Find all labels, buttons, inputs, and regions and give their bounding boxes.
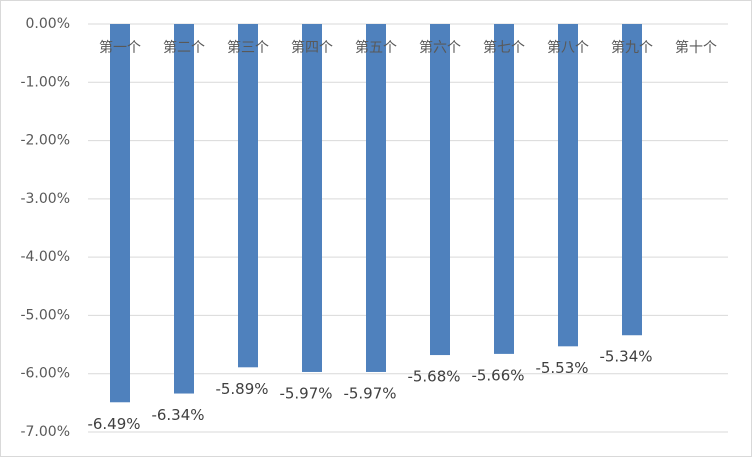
x-tick-label: 第三个 bbox=[227, 39, 269, 56]
x-tick-label: 第五个 bbox=[355, 39, 397, 56]
bar bbox=[174, 24, 194, 394]
value-label: -5.68% bbox=[407, 368, 460, 386]
bar bbox=[238, 24, 258, 368]
value-label: -6.49% bbox=[87, 415, 140, 433]
x-tick-label: 第八个 bbox=[547, 39, 589, 56]
y-tick-label: -7.00% bbox=[20, 424, 70, 440]
x-tick-label: 第二个 bbox=[163, 39, 205, 56]
bar bbox=[494, 24, 514, 354]
x-tick-label: 第七个 bbox=[483, 39, 525, 56]
y-tick-label: -2.00% bbox=[20, 133, 70, 149]
x-tick-label: 第六个 bbox=[419, 39, 461, 56]
bar bbox=[622, 24, 642, 336]
value-label: -5.66% bbox=[471, 366, 524, 384]
bar bbox=[430, 24, 450, 356]
y-tick-label: 0.00% bbox=[26, 16, 70, 32]
bar bbox=[110, 24, 130, 403]
value-label: -5.97% bbox=[343, 384, 396, 402]
bar bbox=[558, 24, 578, 347]
y-tick-label: -6.00% bbox=[20, 366, 70, 382]
y-tick-label: -5.00% bbox=[20, 307, 70, 323]
y-tick-label: -4.00% bbox=[20, 249, 70, 265]
x-tick-label: 第四个 bbox=[291, 39, 333, 56]
y-tick-label: -1.00% bbox=[20, 74, 70, 90]
bar bbox=[302, 24, 322, 372]
value-label: -5.89% bbox=[215, 380, 268, 398]
value-label: -5.53% bbox=[535, 359, 588, 377]
x-tick-label: 第一个 bbox=[99, 39, 141, 56]
bar bbox=[366, 24, 386, 372]
value-label: -5.97% bbox=[279, 384, 332, 402]
x-tick-label: 第九个 bbox=[611, 39, 653, 56]
y-tick-label: -3.00% bbox=[20, 191, 70, 207]
value-label: -5.34% bbox=[599, 348, 652, 366]
x-tick-label: 第十个 bbox=[675, 39, 717, 56]
value-label: -6.34% bbox=[151, 406, 204, 424]
